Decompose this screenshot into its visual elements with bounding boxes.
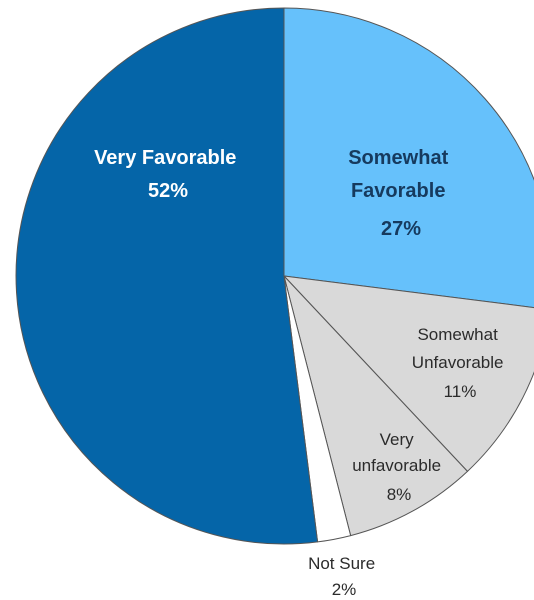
somewhat-favorable-label: Somewhat Favorable 27% [348,147,454,240]
very-unfavorable-label: Very unfavorable 8% [352,430,446,504]
not-sure-label: Not Sure 2% [308,554,380,599]
slice-very-favorable [15,7,319,545]
slice-very-unfavorable [283,275,468,537]
slice-somewhat-favorable [283,7,534,309]
somewhat-unfavorable-label: Somewhat Unfavorable 11% [412,325,508,401]
very-favorable-label: Very Favorable 52% [94,147,242,202]
slice-somewhat-unfavorable [283,275,534,472]
pie-slices [15,7,534,545]
